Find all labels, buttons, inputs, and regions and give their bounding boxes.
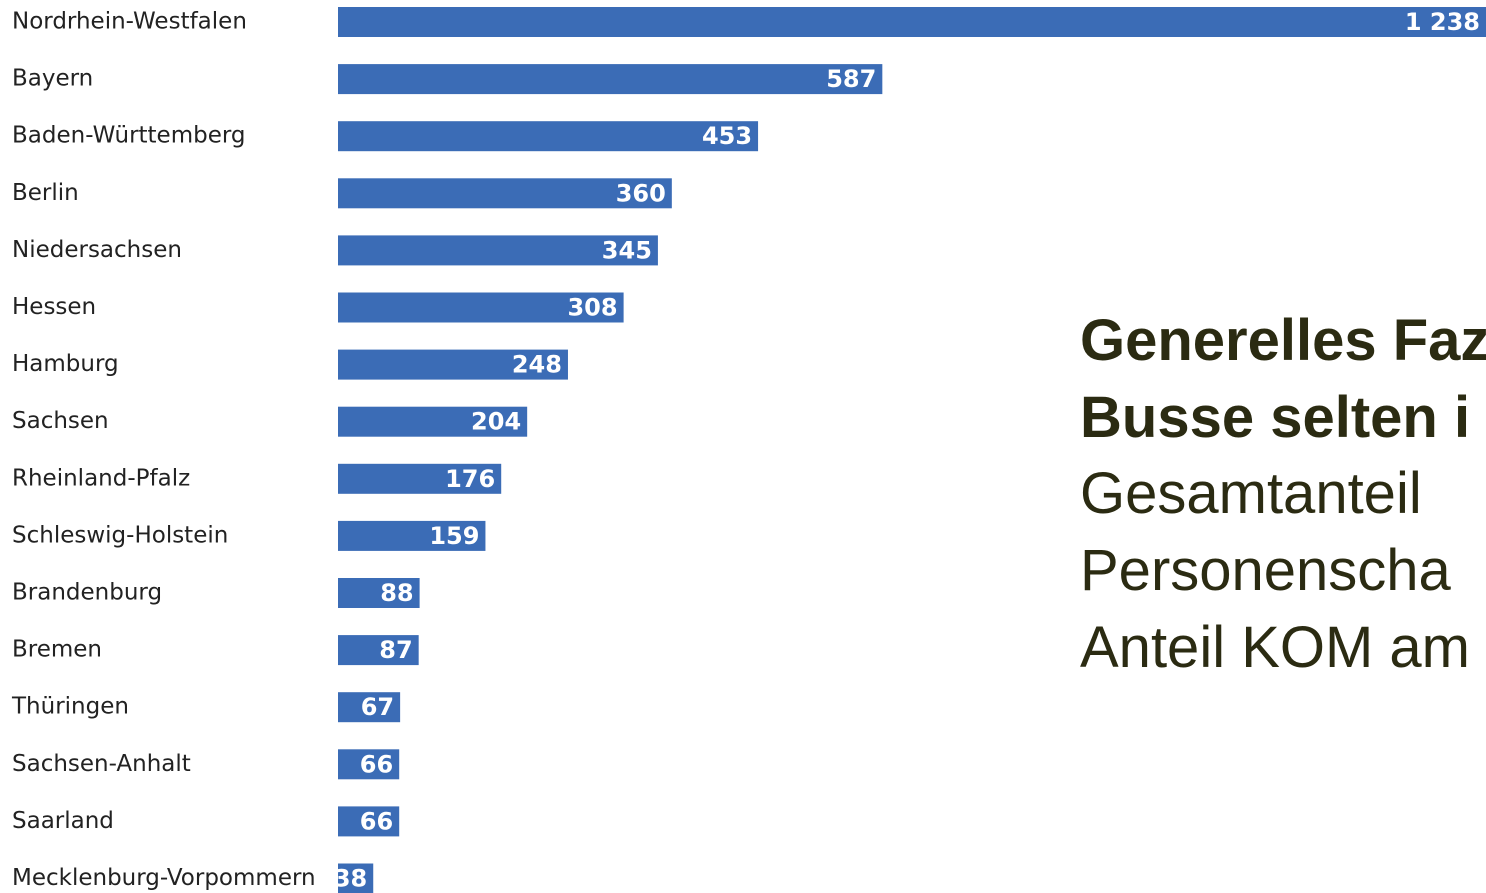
bar bbox=[338, 406, 528, 437]
value-label: 204 bbox=[471, 408, 521, 436]
category-label: Sachsen-Anhalt bbox=[12, 751, 191, 777]
bar bbox=[338, 520, 486, 551]
value-label: 87 bbox=[379, 636, 412, 664]
value-label: 67 bbox=[361, 693, 394, 721]
bar bbox=[338, 863, 374, 893]
category-label: Sachsen bbox=[12, 408, 109, 434]
value-label: 345 bbox=[602, 236, 652, 264]
category-label: Bremen bbox=[12, 637, 102, 663]
bar bbox=[338, 578, 420, 608]
bar bbox=[338, 349, 568, 380]
category-label: Thüringen bbox=[11, 694, 129, 720]
bar bbox=[338, 292, 624, 323]
value-label: 66 bbox=[360, 807, 393, 835]
annotation: Personenscha bbox=[1080, 538, 1452, 603]
value-label: 176 bbox=[445, 465, 495, 493]
value-label: 360 bbox=[616, 179, 666, 207]
category-label: Berlin bbox=[12, 180, 79, 206]
bar bbox=[338, 692, 401, 723]
value-label: 308 bbox=[567, 294, 617, 322]
bar bbox=[338, 64, 883, 95]
annotation: Busse selten i bbox=[1080, 385, 1470, 450]
value-label: 88 bbox=[380, 579, 413, 607]
annotation: Anteil KOM am bbox=[1080, 615, 1470, 680]
category-label: Hamburg bbox=[12, 351, 119, 377]
value-label: 1 238 bbox=[1405, 8, 1480, 36]
value-label: 587 bbox=[826, 65, 876, 93]
bar bbox=[338, 121, 759, 152]
bar bbox=[338, 635, 419, 666]
bar bbox=[338, 178, 672, 209]
bar bbox=[338, 7, 1486, 37]
category-label: Rheinland-Pfalz bbox=[12, 465, 190, 491]
category-label: Brandenburg bbox=[12, 580, 162, 606]
bar bbox=[338, 235, 658, 266]
category-label: Saarland bbox=[12, 808, 114, 834]
category-label: Baden-Württemberg bbox=[12, 123, 246, 149]
value-label: 66 bbox=[360, 750, 393, 778]
value-label: 38 bbox=[334, 865, 367, 893]
category-label: Nordrhein-Westfalen bbox=[12, 9, 247, 35]
annotation: Gesamtanteil bbox=[1080, 461, 1422, 526]
category-label: Bayern bbox=[12, 66, 93, 92]
category-label: Hessen bbox=[12, 294, 96, 320]
value-label: 248 bbox=[512, 351, 562, 379]
category-label: Schleswig-Holstein bbox=[12, 522, 228, 548]
category-label: Niedersachsen bbox=[12, 237, 182, 263]
value-label: 453 bbox=[702, 122, 752, 150]
bar bbox=[338, 806, 400, 837]
value-label: 159 bbox=[429, 522, 479, 550]
annotation: Generelles Faz bbox=[1080, 308, 1486, 373]
category-label: Mecklenburg-Vorpommern bbox=[12, 865, 316, 891]
bar bbox=[338, 749, 400, 780]
bar bbox=[338, 463, 502, 494]
